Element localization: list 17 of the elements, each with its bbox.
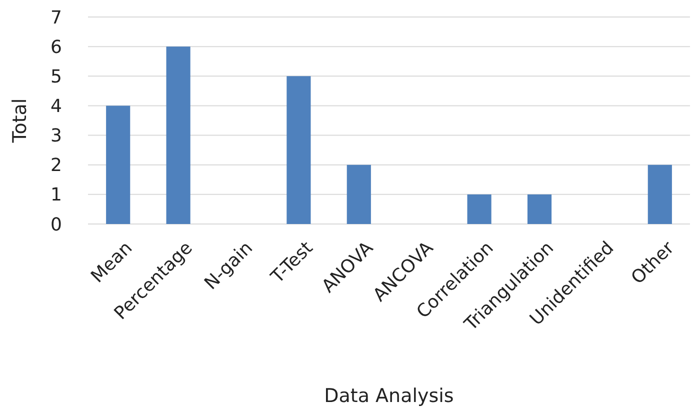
y-tick-label: 3: [50, 126, 62, 147]
bar: [106, 106, 130, 224]
bar: [346, 164, 371, 224]
y-tick-label: 0: [50, 214, 62, 236]
bar: [467, 194, 492, 224]
bar: [286, 76, 311, 224]
y-tick-label: 7: [50, 7, 62, 28]
y-tick-label: 5: [50, 66, 62, 88]
y-tick-label: 2: [50, 155, 62, 176]
y-tick-label: 4: [50, 96, 62, 118]
x-axis-title: Data Analysis: [324, 385, 454, 407]
bar: [648, 164, 672, 224]
y-axis-title: Total: [9, 98, 31, 144]
y-tick-label: 1: [50, 184, 62, 206]
bar: [527, 194, 552, 224]
bar: [166, 46, 190, 224]
y-tick-label: 6: [50, 36, 62, 58]
